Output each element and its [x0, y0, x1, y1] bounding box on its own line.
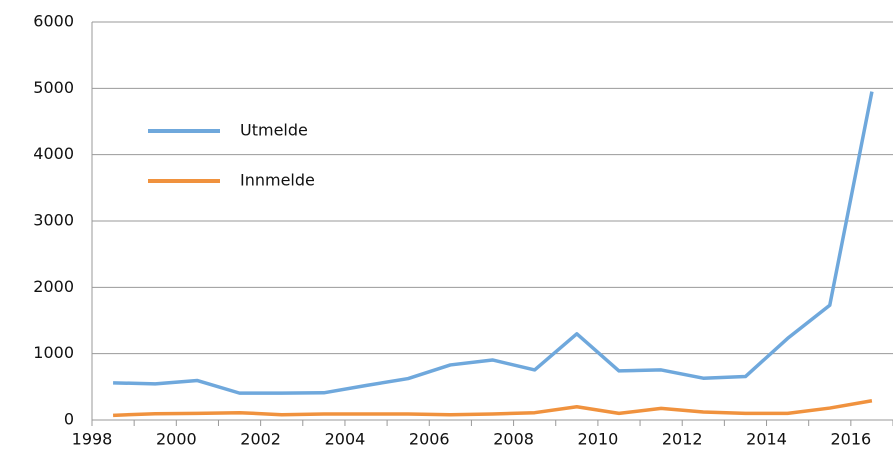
- y-tick-label: 0: [64, 410, 74, 429]
- y-tick-label: 4000: [33, 144, 74, 163]
- x-tick-label: 2004: [325, 430, 366, 449]
- y-tick-label: 3000: [33, 211, 74, 230]
- y-tick-label: 6000: [33, 12, 74, 31]
- x-tick-label: 1998: [72, 430, 113, 449]
- x-tick-label: 2016: [830, 430, 871, 449]
- series-line: [113, 91, 874, 395]
- x-tick-label: 2010: [578, 430, 619, 449]
- y-tick-label: 5000: [33, 78, 74, 97]
- y-tick-label: 2000: [33, 277, 74, 296]
- x-tick-label: 2008: [493, 430, 534, 449]
- x-tick-label: 2012: [662, 430, 703, 449]
- x-tick-label: 2002: [240, 430, 281, 449]
- legend-label: Innmelde: [240, 171, 315, 190]
- x-tick-label: 2000: [156, 430, 197, 449]
- x-tick-label: 2006: [409, 430, 450, 449]
- x-tick-label: 2014: [746, 430, 787, 449]
- y-tick-label: 1000: [33, 343, 74, 362]
- legend-label: Utmelde: [240, 121, 308, 140]
- series-line: [113, 399, 873, 418]
